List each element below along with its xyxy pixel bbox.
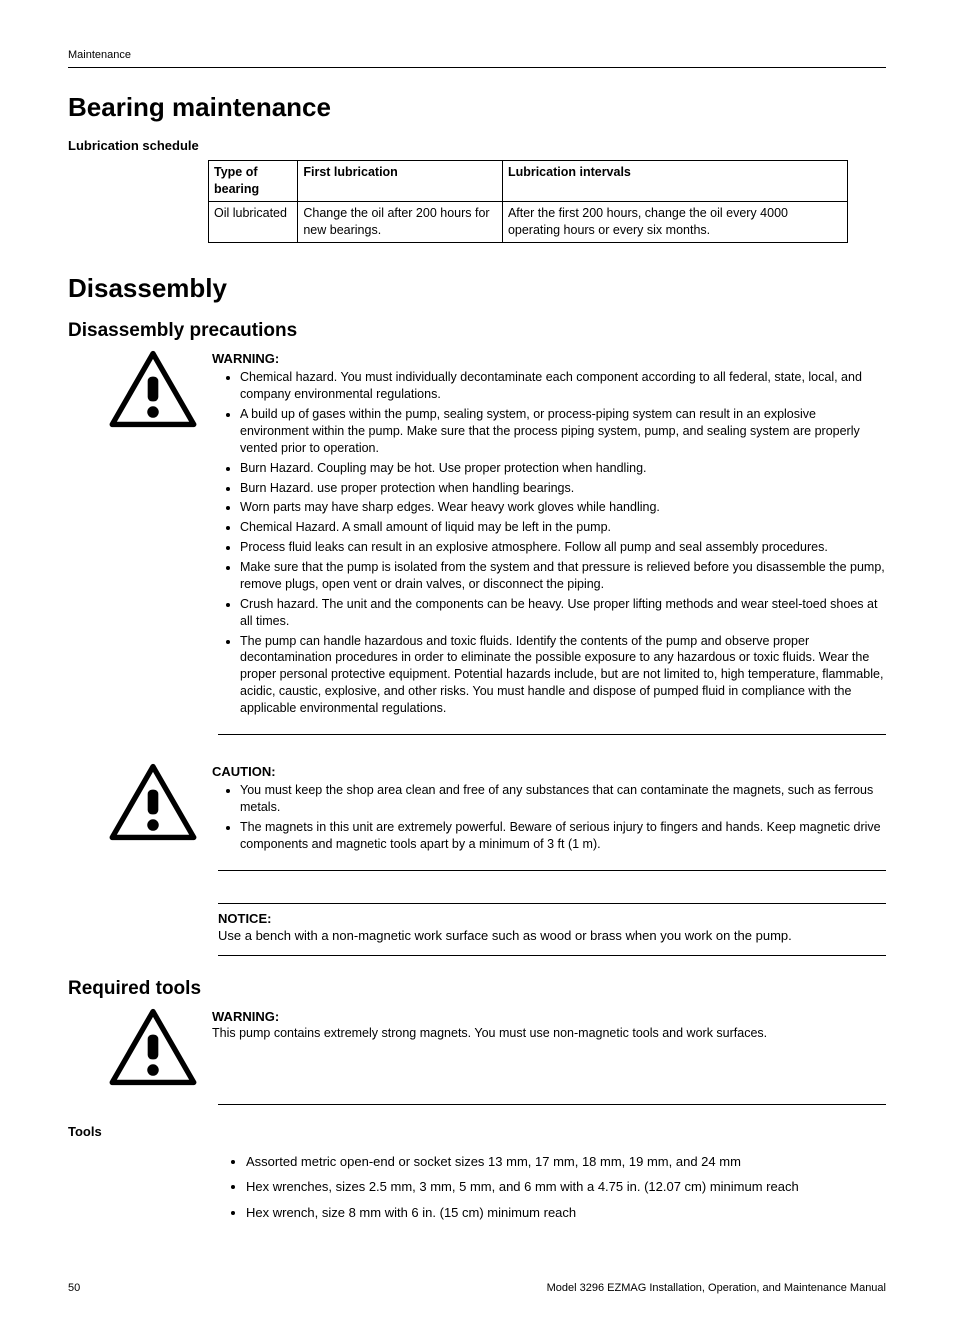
th-first: First lubrication (298, 161, 503, 202)
table-row: Oil lubricated Change the oil after 200 … (209, 202, 848, 243)
warning-icon (108, 1008, 198, 1091)
warning-icon (108, 350, 198, 433)
bearing-title: Bearing maintenance (68, 90, 886, 125)
caution-label: CAUTION: (212, 763, 886, 781)
notice-text: Use a bench with a non-magnetic work sur… (218, 927, 886, 945)
icon-col (68, 350, 198, 433)
list-item: You must keep the shop area clean and fr… (240, 782, 886, 816)
tools-list: Assorted metric open-end or socket sizes… (246, 1153, 886, 1222)
lubrication-table: Type of bearing First lubrication Lubric… (208, 160, 848, 243)
warning-list: Chemical hazard. You must individually d… (212, 369, 886, 717)
disassembly-title: Disassembly (68, 271, 886, 306)
doc-title: Model 3296 EZMAG Installation, Operation… (547, 1281, 886, 1296)
td-first: Change the oil after 200 hours for new b… (298, 202, 503, 243)
icon-col (68, 1008, 198, 1091)
tools-subheading: Tools (68, 1123, 886, 1141)
list-item: Hex wrenches, sizes 2.5 mm, 3 mm, 5 mm, … (246, 1178, 886, 1196)
td-type: Oil lubricated (209, 202, 298, 243)
list-item: Make sure that the pump is isolated from… (240, 559, 886, 593)
divider (218, 1104, 886, 1105)
precautions-title: Disassembly precautions (68, 318, 886, 344)
list-item: Worn parts may have sharp edges. Wear he… (240, 499, 886, 516)
divider (218, 734, 886, 735)
caution-list: You must keep the shop area clean and fr… (212, 782, 886, 853)
list-item: Hex wrench, size 8 mm with 6 in. (15 cm)… (246, 1204, 886, 1222)
list-item: Chemical Hazard. A small amount of liqui… (240, 519, 886, 536)
divider (218, 870, 886, 871)
list-item: Burn Hazard. use proper protection when … (240, 480, 886, 497)
tools-warning-label: WARNING: (212, 1008, 886, 1026)
tools-warning-text: This pump contains extremely strong magn… (212, 1025, 886, 1042)
page-footer: 50 Model 3296 EZMAG Installation, Operat… (68, 1281, 886, 1296)
caution-content: CAUTION: You must keep the shop area cle… (212, 763, 886, 856)
list-item: Chemical hazard. You must individually d… (240, 369, 886, 403)
th-type: Type of bearing (209, 161, 298, 202)
page-number: 50 (68, 1281, 80, 1296)
notice-label: NOTICE: (218, 910, 886, 928)
icon-col (68, 763, 198, 846)
required-tools-title: Required tools (68, 976, 886, 1002)
warning-block: WARNING: Chemical hazard. You must indiv… (68, 350, 886, 720)
caution-icon (108, 763, 198, 846)
list-item: A build up of gases within the pump, sea… (240, 406, 886, 457)
caution-block: CAUTION: You must keep the shop area cle… (68, 763, 886, 856)
notice-block: NOTICE: Use a bench with a non-magnetic … (218, 903, 886, 956)
tools-warning-block: WARNING: This pump contains extremely st… (68, 1008, 886, 1091)
list-item: The magnets in this unit are extremely p… (240, 819, 886, 853)
list-item: The pump can handle hazardous and toxic … (240, 633, 886, 717)
list-item: Process fluid leaks can result in an exp… (240, 539, 886, 556)
td-interval: After the first 200 hours, change the oi… (502, 202, 847, 243)
list-item: Assorted metric open-end or socket sizes… (246, 1153, 886, 1171)
list-item: Burn Hazard. Coupling may be hot. Use pr… (240, 460, 886, 477)
warning-content: WARNING: Chemical hazard. You must indiv… (212, 350, 886, 720)
th-interval: Lubrication intervals (502, 161, 847, 202)
warning-label: WARNING: (212, 350, 886, 368)
running-header: Maintenance (68, 48, 886, 68)
lubrication-subtitle: Lubrication schedule (68, 137, 886, 155)
tools-warning-content: WARNING: This pump contains extremely st… (212, 1008, 886, 1042)
list-item: Crush hazard. The unit and the component… (240, 596, 886, 630)
